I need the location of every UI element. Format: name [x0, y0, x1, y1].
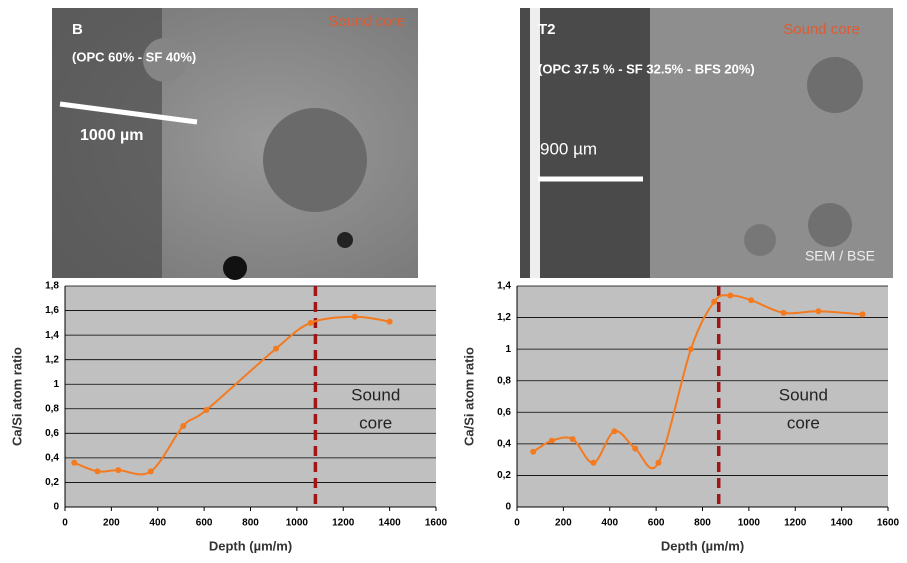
x-tick-label: 0: [62, 518, 68, 529]
data-point: [180, 422, 187, 429]
data-point: [94, 468, 101, 475]
data-point: [711, 298, 718, 305]
data-point: [611, 428, 618, 435]
y-tick-label: 0,2: [45, 477, 59, 488]
y-tick-label: 0,2: [497, 470, 511, 481]
x-axis-title: Depth (µm/m): [661, 538, 744, 553]
series-line: [532, 294, 863, 470]
annotation: Sound: [779, 385, 828, 404]
grain: [143, 38, 187, 82]
grain: [808, 203, 852, 247]
data-point: [386, 318, 393, 325]
data-point: [147, 468, 154, 475]
y-tick-label: 0,4: [45, 453, 59, 464]
image-composition: (OPC 37.5 % - SF 32.5% - BFS 20%): [538, 61, 755, 76]
data-point: [273, 345, 280, 352]
annotation: Sound: [351, 385, 400, 404]
y-axis-title: Ca/Si atom ratio: [461, 347, 476, 446]
x-tick-label: 1400: [379, 518, 402, 529]
image-region: Sound core: [328, 13, 405, 30]
x-tick-label: 600: [196, 518, 213, 529]
x-tick-label: 200: [103, 518, 120, 529]
data-point: [71, 459, 78, 466]
x-tick-label: 1600: [877, 518, 900, 529]
image-composition: (OPC 60% - SF 40%): [72, 49, 196, 64]
data-point: [748, 297, 755, 304]
y-tick-label: 1,6: [45, 305, 59, 316]
x-tick-label: 1200: [332, 518, 355, 529]
data-point: [727, 292, 734, 299]
scale-bar: [59, 101, 198, 125]
y-tick-label: 1,2: [497, 312, 511, 323]
image-edge: [52, 8, 162, 278]
data-point: [655, 459, 662, 466]
x-tick-label: 1600: [425, 518, 448, 529]
x-tick-label: 400: [149, 518, 166, 529]
y-tick-label: 1: [53, 379, 59, 390]
y-tick-label: 1,8: [45, 281, 59, 292]
image-technique: SEM / BSE: [805, 248, 875, 264]
y-tick-label: 1,4: [497, 281, 511, 292]
grain: [807, 57, 863, 113]
x-tick-label: 200: [555, 518, 572, 529]
pore: [223, 256, 247, 280]
y-tick-label: 0: [53, 502, 59, 513]
sem-image-b: B (OPC 60% - SF 40%) Sound core 1000 µm: [52, 8, 418, 280]
data-point: [351, 313, 358, 320]
data-point: [590, 459, 597, 466]
image-scale: 900 µm: [540, 139, 597, 158]
image-label: B: [72, 21, 83, 38]
x-tick-label: 600: [648, 518, 665, 529]
data-point: [548, 437, 555, 444]
pore: [337, 232, 353, 248]
y-tick-label: 0,8: [497, 375, 511, 386]
image-region: Sound core: [783, 21, 860, 38]
data-point: [780, 309, 787, 316]
data-point: [569, 436, 576, 443]
y-tick-label: 0,6: [497, 407, 511, 418]
image-edge: [520, 8, 650, 278]
image-scale: 1000 µm: [80, 127, 143, 144]
y-tick-label: 1,2: [45, 354, 59, 365]
data-point: [859, 311, 866, 318]
series-line: [73, 315, 390, 476]
annotation: core: [359, 413, 392, 432]
y-tick-label: 1,4: [45, 330, 59, 341]
x-tick-label: 1000: [738, 518, 761, 529]
grain: [744, 224, 776, 256]
x-tick-label: 1000: [286, 518, 309, 529]
y-tick-label: 0,8: [45, 403, 59, 414]
data-point: [115, 467, 122, 474]
x-tick-label: 800: [242, 518, 259, 529]
y-tick-label: 0: [505, 502, 511, 513]
grain: [263, 108, 367, 212]
y-tick-label: 1: [505, 344, 511, 355]
data-point: [632, 445, 639, 452]
plot-area: [65, 286, 436, 507]
y-axis-title: Ca/Si atom ratio: [9, 347, 24, 446]
x-tick-label: 1400: [831, 518, 854, 529]
annotation: core: [787, 413, 820, 432]
x-axis-title: Depth (µm/m): [209, 538, 292, 553]
data-point: [530, 448, 537, 455]
y-tick-label: 0,6: [45, 428, 59, 439]
data-point: [307, 319, 314, 326]
image-edge-line: [530, 8, 540, 278]
x-tick-label: 1200: [784, 518, 807, 529]
y-tick-label: 0,4: [497, 438, 511, 449]
sem-image-t2: T2 (OPC 37.5 % - SF 32.5% - BFS 20%) Sou…: [520, 8, 893, 278]
image-label: T2: [538, 21, 556, 38]
data-point: [815, 308, 822, 315]
x-tick-label: 0: [514, 518, 520, 529]
x-tick-label: 400: [601, 518, 618, 529]
data-point: [203, 407, 210, 414]
data-point: [687, 346, 694, 353]
x-tick-label: 800: [694, 518, 711, 529]
